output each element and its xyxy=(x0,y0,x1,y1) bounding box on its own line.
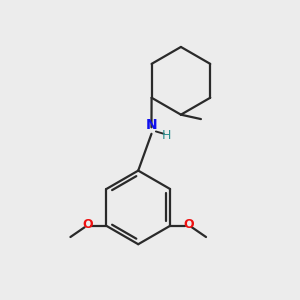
Text: N: N xyxy=(146,118,157,132)
Text: O: O xyxy=(184,218,194,231)
Text: H: H xyxy=(162,129,172,142)
Text: O: O xyxy=(82,218,93,231)
